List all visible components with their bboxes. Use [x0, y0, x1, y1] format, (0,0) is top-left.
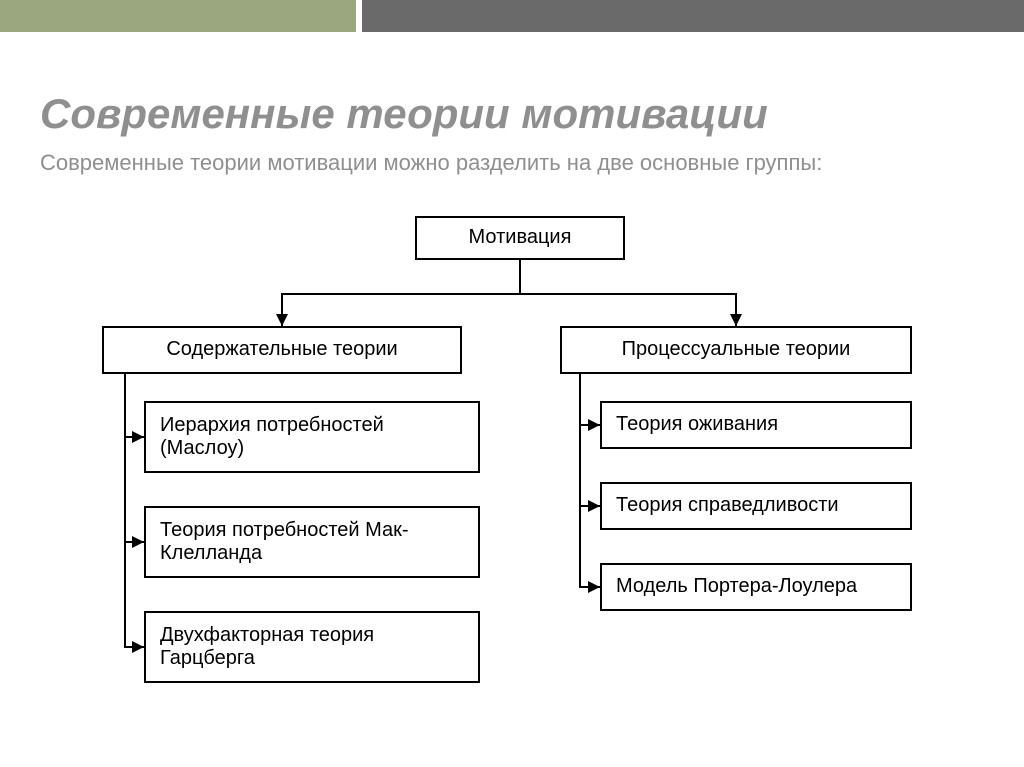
slide-content: Современные теории мотивации Современные… — [40, 90, 984, 726]
edge-right_head-r1 — [580, 374, 600, 425]
node-root: Мотивация — [415, 216, 625, 260]
edge-left_head-l3 — [125, 374, 144, 647]
edge-right_head-r3 — [580, 374, 600, 587]
top-bar-left — [0, 0, 356, 32]
node-r3: Модель Портера-Лоулера — [600, 563, 912, 611]
node-l1: Иерархия потребностей (Маслоу) — [144, 401, 480, 473]
top-accent-bars — [0, 0, 1024, 32]
motivation-tree-diagram: Мотивация Содержательные теории Процессуал… — [40, 216, 984, 726]
node-l2: Теория потребностей Мак-Клелланда — [144, 506, 480, 578]
slide-subtitle: Современные теории мотивации можно разде… — [40, 148, 984, 178]
edge-left_head-l1 — [125, 374, 144, 437]
slide-title: Современные теории мотивации — [40, 90, 984, 138]
edge-left_head-l2 — [125, 374, 144, 542]
top-bar-right — [362, 0, 1024, 32]
edge-root-right_head — [520, 260, 736, 326]
node-left_head: Содержательные теории — [102, 326, 462, 374]
node-r1: Теория оживания — [600, 401, 912, 449]
node-right_head: Процессуальные теории — [560, 326, 912, 374]
edge-right_head-r2 — [580, 374, 600, 506]
node-l3: Двухфакторная теория Гарцберга — [144, 611, 480, 683]
node-r2: Теория справедливости — [600, 482, 912, 530]
edge-root-left_head — [282, 260, 520, 326]
